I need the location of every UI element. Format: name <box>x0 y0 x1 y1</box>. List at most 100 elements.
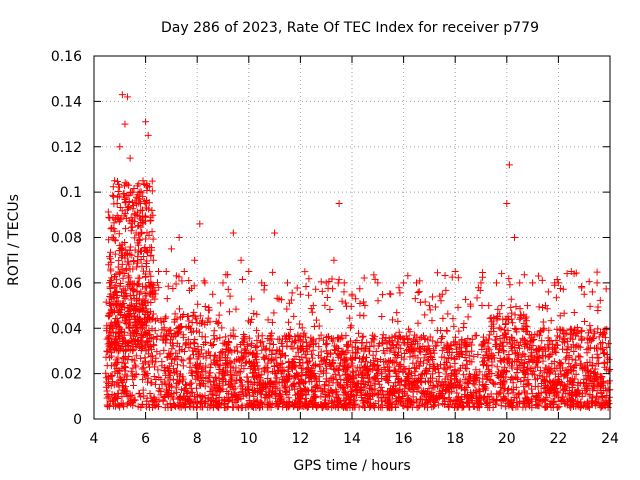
data-point <box>243 342 251 350</box>
data-point <box>223 388 231 396</box>
data-point <box>115 257 123 265</box>
data-point <box>426 333 434 341</box>
data-point <box>252 344 260 352</box>
data-point <box>482 348 490 356</box>
data-point <box>145 231 153 239</box>
data-point <box>305 374 313 382</box>
data-point <box>572 332 580 340</box>
data-point <box>207 360 215 368</box>
data-point <box>442 370 450 378</box>
data-point <box>574 386 582 394</box>
data-point <box>188 369 196 377</box>
data-point <box>563 345 571 353</box>
data-point <box>453 378 461 386</box>
data-point <box>548 360 556 368</box>
data-point <box>163 400 171 408</box>
data-point <box>595 360 603 368</box>
data-point-peak <box>451 268 459 276</box>
data-point <box>472 387 480 395</box>
data-point <box>409 352 417 360</box>
data-point <box>204 314 212 322</box>
data-point <box>439 394 447 402</box>
data-point <box>135 231 143 239</box>
data-point <box>237 368 245 376</box>
data-point <box>502 333 510 341</box>
data-point <box>510 386 518 394</box>
data-point <box>553 341 561 349</box>
data-point <box>351 354 359 362</box>
data-point <box>219 339 227 347</box>
data-point-peak <box>296 290 304 298</box>
data-point <box>493 372 501 380</box>
data-point <box>235 390 243 398</box>
data-point <box>138 339 146 347</box>
data-point <box>468 335 476 343</box>
data-point <box>315 335 323 343</box>
data-point <box>396 289 404 297</box>
data-point <box>414 319 422 327</box>
data-point <box>128 391 136 399</box>
data-point <box>462 339 470 347</box>
y-tick-label: 0.16 <box>51 49 82 65</box>
data-point <box>492 396 500 404</box>
data-point <box>493 316 501 324</box>
data-point <box>558 326 566 334</box>
data-point <box>381 398 389 406</box>
data-point <box>528 385 536 393</box>
data-point <box>275 379 283 387</box>
data-point <box>534 272 542 280</box>
data-point <box>119 381 127 389</box>
data-point <box>415 347 423 355</box>
data-point-peak <box>147 279 155 287</box>
data-point <box>245 401 253 409</box>
data-point <box>119 252 127 260</box>
data-point <box>420 359 428 367</box>
data-point <box>575 343 583 351</box>
data-point <box>521 315 529 323</box>
data-point <box>115 183 123 191</box>
data-point <box>105 261 113 269</box>
data-point <box>542 378 550 386</box>
data-point <box>493 341 501 349</box>
data-point <box>135 188 143 196</box>
data-point <box>451 359 459 367</box>
data-point <box>417 374 425 382</box>
data-point <box>486 370 494 378</box>
data-point <box>507 295 515 303</box>
data-point <box>369 391 377 399</box>
data-point <box>375 365 383 373</box>
data-point-peak <box>121 120 129 128</box>
x-tick-label: 24 <box>601 431 619 447</box>
data-point <box>206 387 214 395</box>
data-point <box>285 299 293 307</box>
data-point <box>552 349 560 357</box>
data-point <box>179 313 187 321</box>
data-point <box>551 392 559 400</box>
data-point <box>110 219 118 227</box>
data-point <box>590 328 598 336</box>
data-point-peak <box>131 211 139 219</box>
data-point <box>163 336 171 344</box>
data-point <box>140 253 148 261</box>
data-point <box>369 334 377 342</box>
data-point <box>215 311 223 319</box>
data-point <box>116 403 124 411</box>
data-point <box>190 338 198 346</box>
data-point <box>402 332 410 340</box>
data-point <box>128 355 136 363</box>
data-point <box>216 299 224 307</box>
y-tick-label: 0.14 <box>51 94 82 110</box>
data-point <box>581 362 589 370</box>
data-point <box>519 366 527 374</box>
data-point <box>129 364 137 372</box>
data-point <box>480 385 488 393</box>
data-point <box>445 348 453 356</box>
data-point <box>218 374 226 382</box>
data-point <box>106 397 114 405</box>
data-point <box>377 383 385 391</box>
data-point <box>273 294 281 302</box>
data-point-peak <box>523 302 531 310</box>
data-point <box>343 376 351 384</box>
data-point <box>113 212 121 220</box>
data-point <box>318 287 326 295</box>
